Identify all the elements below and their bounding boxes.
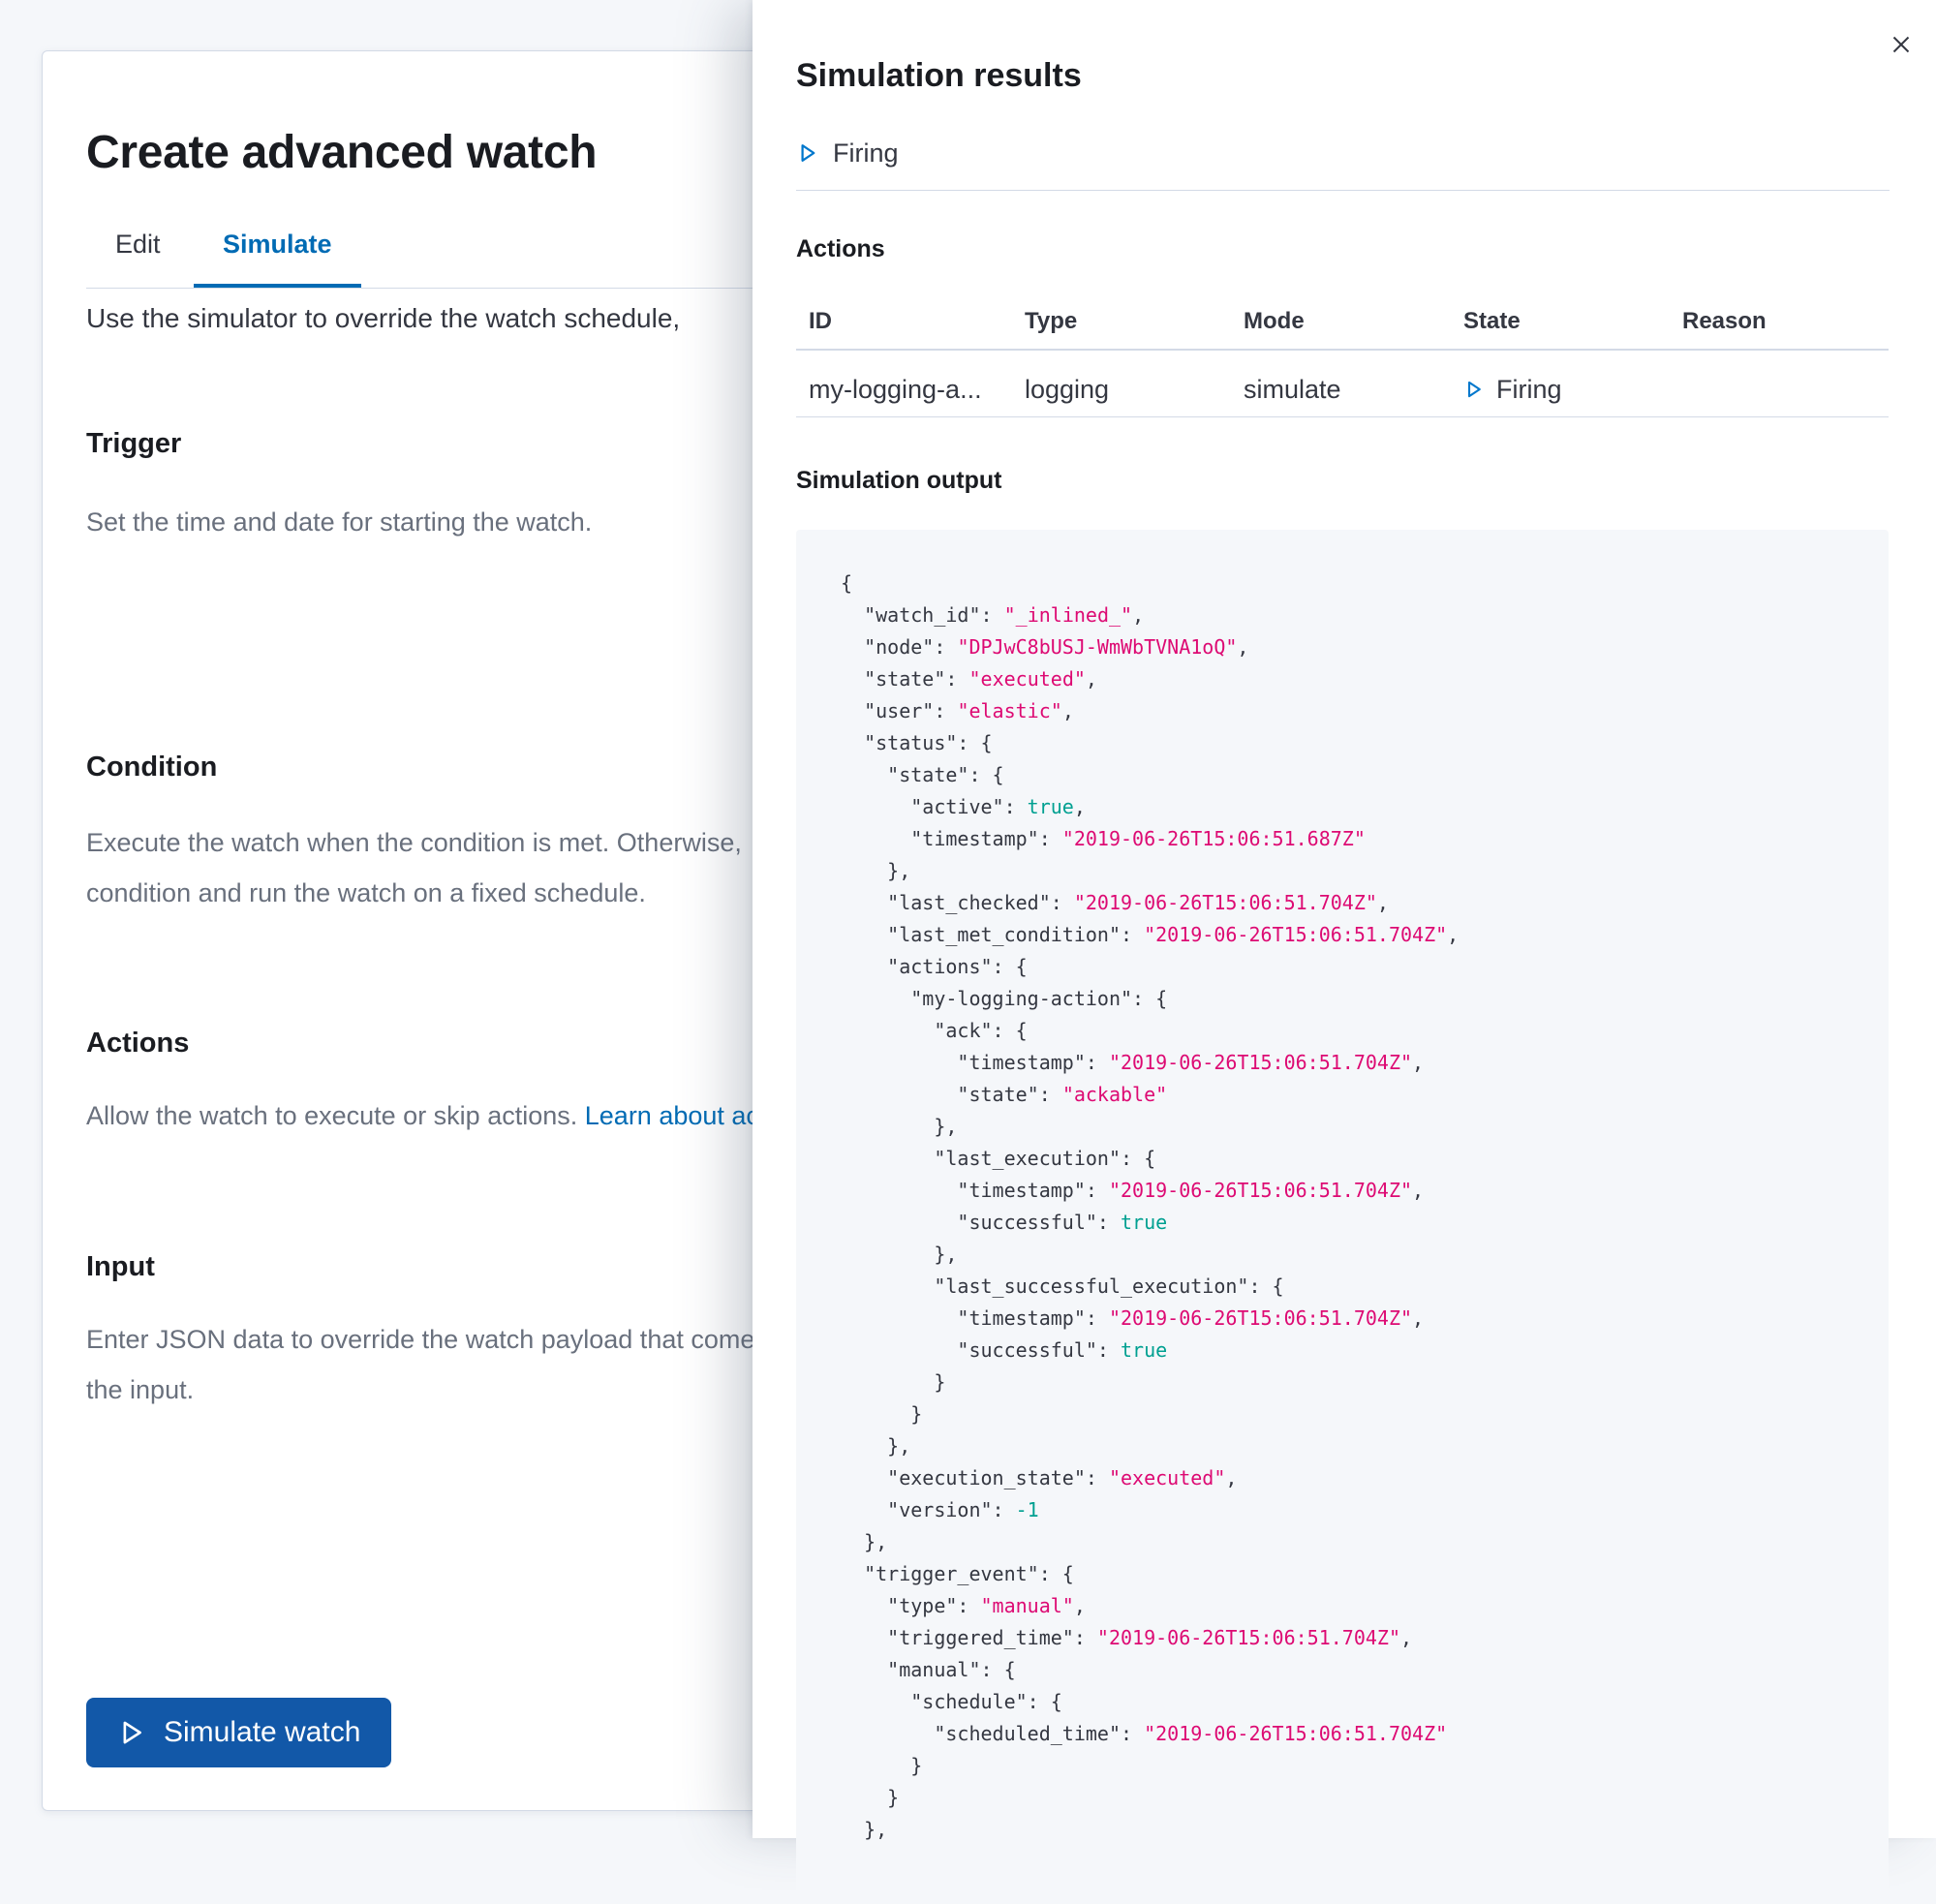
column-header-state: State [1451, 288, 1670, 351]
action-type-cell: logging [1012, 350, 1231, 417]
actions-table: ID Type Mode State Reason my-logging-a..… [796, 288, 1889, 417]
flyout-title: Simulation results [796, 57, 1082, 94]
simulate-watch-button-label: Simulate watch [164, 1716, 361, 1748]
column-header-mode: Mode [1231, 288, 1451, 351]
simulation-output-heading: Simulation output [796, 467, 1002, 494]
condition-description-line2: condition and run the watch on a fixed s… [86, 878, 646, 907]
flyout-header: Simulation results Firing [753, 0, 1936, 191]
action-state-cell: Firing [1451, 350, 1670, 417]
trigger-description: Set the time and date for starting the w… [86, 507, 593, 537]
simulate-watch-button[interactable]: Simulate watch [86, 1698, 392, 1767]
column-header-id: ID [796, 288, 1012, 351]
actions-description: Allow the watch to execute or skip actio… [86, 1090, 1369, 1141]
action-mode-cell: simulate [1231, 350, 1451, 417]
action-id-cell: my-logging-a... [796, 350, 1012, 417]
simulation-results-flyout: Simulation results Firing Actions ID Typ… [753, 0, 1936, 1904]
column-header-type: Type [1012, 288, 1231, 351]
watch-state-label: Firing [833, 138, 899, 168]
condition-description: Execute the watch when the condition is … [86, 817, 1369, 918]
play-icon [1463, 379, 1485, 400]
learn-about-actions-link[interactable]: Learn about ac [584, 1101, 759, 1130]
watch-state-banner: Firing [796, 138, 1890, 168]
close-icon[interactable] [1880, 23, 1922, 66]
flyout-header-divider [796, 190, 1890, 191]
column-header-reason: Reason [1670, 288, 1889, 351]
tab-bar: Edit Simulate [86, 220, 1369, 289]
play-icon [117, 1718, 146, 1747]
section-heading-actions: Actions [86, 1028, 190, 1059]
simulator-intro-text: Use the simulator to override the watch … [86, 303, 681, 333]
play-icon [796, 141, 819, 165]
table-row: my-logging-a... logging simulate Firing [796, 350, 1889, 417]
tab-edit[interactable]: Edit [115, 230, 161, 259]
input-description-line2: the input. [86, 1375, 195, 1404]
tab-simulate[interactable]: Simulate [194, 220, 361, 288]
action-reason-cell [1670, 350, 1889, 417]
action-state-label: Firing [1496, 375, 1562, 404]
simulation-output-code: { "watch_id": "_inlined_", "node": "DPJw… [841, 571, 1460, 1841]
actions-table-header-row: ID Type Mode State Reason [796, 288, 1889, 351]
page-title: Create advanced watch [86, 127, 598, 178]
flyout-body: Actions ID Type Mode State Reason my-log… [753, 191, 1936, 1904]
input-description: Enter JSON data to override the watch pa… [86, 1314, 1369, 1415]
simulation-output-code-block: { "watch_id": "_inlined_", "node": "DPJw… [796, 530, 1889, 1904]
condition-description-line1: Execute the watch when the condition is … [86, 828, 742, 857]
actions-description-text: Allow the watch to execute or skip actio… [86, 1101, 585, 1130]
section-heading-trigger: Trigger [86, 428, 182, 459]
section-heading-condition: Condition [86, 752, 218, 783]
section-heading-input: Input [86, 1251, 155, 1282]
input-description-line1: Enter JSON data to override the watch pa… [86, 1325, 755, 1354]
actions-section-heading: Actions [796, 235, 885, 262]
